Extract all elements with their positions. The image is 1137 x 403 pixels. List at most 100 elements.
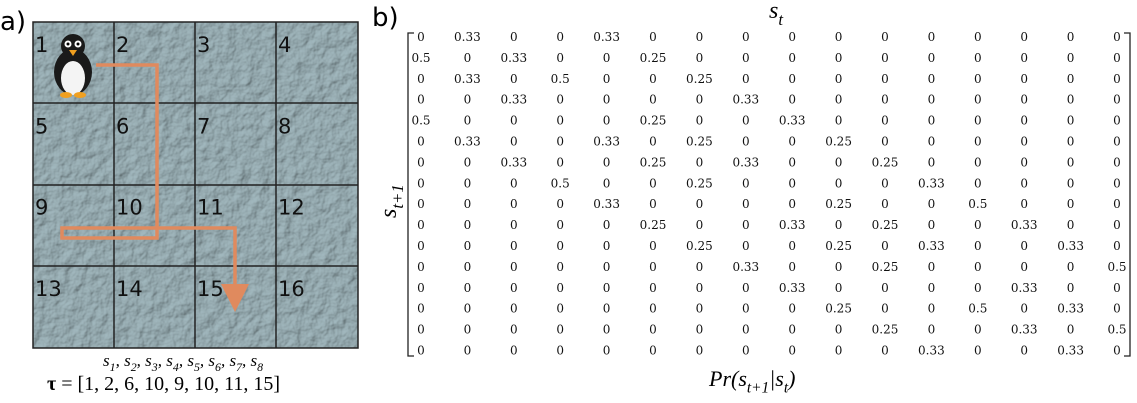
matrix-cell: 0.25: [825, 135, 852, 149]
matrix-cell: 0: [649, 30, 657, 44]
matrix-cell: 0: [928, 323, 936, 337]
matrix-cell: 0.25: [686, 239, 713, 253]
matrix-cell: 0: [742, 135, 750, 149]
trajectory-path: [60, 63, 249, 312]
matrix-cell: 0.33: [500, 155, 527, 169]
matrix-cell: 0.5: [411, 51, 430, 65]
matrix-cell: 0.33: [779, 114, 806, 128]
matrix-cell: 0: [742, 302, 750, 316]
matrix-cell: 0: [835, 72, 843, 86]
matrix-cell: 0: [556, 260, 564, 274]
text-segment: t+1: [747, 380, 769, 397]
matrix-cell: 0: [556, 155, 564, 169]
matrix-cell: 0: [1113, 114, 1121, 128]
text-segment: Pr(s: [708, 366, 747, 391]
matrix-cell: 0: [835, 93, 843, 107]
matrix-cell: 0: [788, 344, 796, 358]
matrix-cell: 0: [835, 51, 843, 65]
cell-number: 11: [197, 196, 224, 220]
matrix-cell: 0: [603, 51, 611, 65]
cell-number: 16: [278, 277, 305, 301]
matrix-cell: 0.5: [968, 302, 987, 316]
matrix-caption: Pr(st+1|st): [708, 366, 795, 397]
matrix-cell: 0: [417, 302, 425, 316]
matrix-cell: 0.5: [411, 114, 430, 128]
matrix-cell: 0: [742, 114, 750, 128]
matrix-cell: 0: [510, 30, 518, 44]
matrix-cell: 0: [742, 323, 750, 337]
matrix-cell: 0: [1113, 176, 1121, 190]
matrix-cell: 0: [928, 51, 936, 65]
text-segment: 5: [194, 360, 200, 374]
matrix-cell: 0: [603, 302, 611, 316]
matrix-cell: 0.25: [872, 260, 899, 274]
matrix-cell: 0: [1067, 260, 1075, 274]
matrix-cell: 0.33: [1011, 323, 1038, 337]
matrix-cell: 0: [603, 155, 611, 169]
matrix-cell: 0: [603, 176, 611, 190]
matrix-cell: 0: [881, 93, 889, 107]
matrix-cell: 0: [742, 197, 750, 211]
matrix-cell: 0: [556, 30, 564, 44]
matrix-cell: 0: [881, 239, 889, 253]
matrix-cell: 0: [417, 239, 425, 253]
cell-number: 2: [116, 33, 129, 57]
matrix-cell: 0.33: [918, 344, 945, 358]
matrix-cell: 0: [696, 218, 704, 232]
matrix-cell: 0: [696, 93, 704, 107]
text-segment: t: [784, 380, 789, 397]
matrix-cell: 0: [835, 344, 843, 358]
matrix-cell: 0.25: [825, 239, 852, 253]
text-segment: s: [376, 209, 402, 218]
cell-number: 9: [35, 196, 48, 220]
matrix-cell: 0: [974, 344, 982, 358]
matrix-cell: 0: [696, 323, 704, 337]
matrix-cell: 0: [417, 281, 425, 295]
matrix-cell: 0: [788, 30, 796, 44]
matrix-cell: 0: [928, 155, 936, 169]
matrix-cell: 0: [510, 302, 518, 316]
matrix-cell: 0.33: [1057, 302, 1084, 316]
matrix-cell: 0: [649, 93, 657, 107]
matrix-cell: 0: [417, 197, 425, 211]
matrix-cell: 0: [696, 302, 704, 316]
matrix-cell: 0: [696, 30, 704, 44]
matrix-cell: 0: [1020, 93, 1028, 107]
matrix-cell: 0: [881, 176, 889, 190]
matrix-cell: 0: [556, 218, 564, 232]
matrix-cell: 0.25: [640, 155, 667, 169]
matrix-cell: 0: [742, 30, 750, 44]
matrix-cell: 0.5: [1107, 260, 1126, 274]
cell-number: 13: [35, 277, 62, 301]
matrix-cell: 0: [881, 302, 889, 316]
matrix-cell: 0: [510, 72, 518, 86]
matrix-cell: 0: [1113, 344, 1121, 358]
matrix-cell: 0: [881, 30, 889, 44]
matrix-cell: 0: [603, 93, 611, 107]
matrix-cell: 0: [464, 281, 472, 295]
matrix-cell: 0: [928, 30, 936, 44]
matrix-cell: 0: [974, 239, 982, 253]
matrix-cell: 0: [649, 176, 657, 190]
matrix-cell: 0: [974, 260, 982, 274]
matrix-cell: 0: [510, 176, 518, 190]
matrix-cell: 0: [742, 239, 750, 253]
matrix-cell: 0: [649, 197, 657, 211]
matrix-cell: 0.25: [640, 114, 667, 128]
matrix-cell: 0: [1113, 51, 1121, 65]
matrix-brackets: [407, 32, 1131, 357]
matrix-cell: 0: [1067, 72, 1075, 86]
matrix-cell: 0: [974, 218, 982, 232]
matrix-cell: 0: [1020, 51, 1028, 65]
matrix-cell: 0: [1113, 239, 1121, 253]
matrix-cell: 0: [974, 176, 982, 190]
matrix-cell: 0: [696, 114, 704, 128]
matrix-cell: 0: [788, 197, 796, 211]
matrix-cell: 0.33: [454, 72, 481, 86]
matrix-cell: 0.25: [686, 176, 713, 190]
matrix-cell: 0.25: [872, 323, 899, 337]
matrix-cell: 0: [417, 344, 425, 358]
text-segment: 8: [257, 360, 263, 374]
text-segment: 3: [151, 360, 158, 374]
cell-number: 8: [278, 114, 291, 138]
